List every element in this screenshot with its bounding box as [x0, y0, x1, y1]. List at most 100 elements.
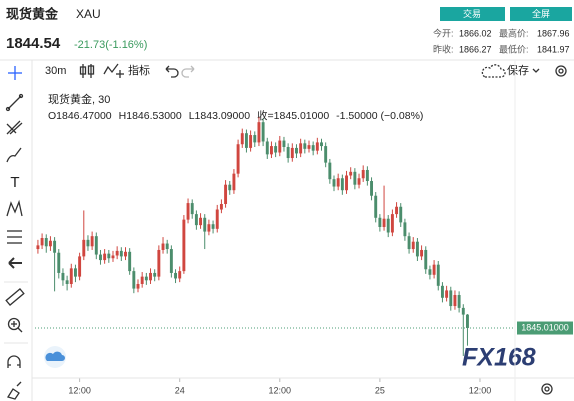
candle-body	[144, 276, 148, 281]
candle-body	[407, 236, 411, 250]
cloud-badge	[44, 346, 66, 368]
candle-body	[257, 122, 261, 143]
trade-button-label[interactable]: 交易	[463, 8, 481, 19]
fullscreen-button[interactable]	[510, 7, 572, 21]
undo-button[interactable]	[165, 65, 179, 78]
candle-body	[115, 250, 119, 256]
candle-body	[295, 147, 298, 154]
settings-button[interactable]	[555, 65, 567, 77]
candle-body	[186, 203, 190, 220]
price-change: -21.73(-1.16%)	[74, 39, 147, 51]
candle-body	[140, 276, 144, 284]
plot-area: 12:00 24 12:00 25 12:00 1845.01000	[35, 117, 573, 395]
candle-body	[215, 209, 219, 229]
candle-body	[82, 239, 86, 257]
candle-body	[253, 135, 257, 143]
candle-body	[73, 268, 77, 277]
candle-body	[48, 240, 52, 247]
prediction-tool[interactable]	[7, 230, 22, 244]
save-menu-arrow[interactable]	[532, 68, 540, 73]
trendline-tool[interactable]	[5, 93, 24, 112]
candle-body	[361, 169, 365, 179]
candle-body	[282, 140, 286, 147]
crosshair-tool[interactable]	[8, 66, 22, 80]
candle-body	[224, 184, 228, 204]
text-tool[interactable]: T	[10, 174, 19, 191]
candle-body	[132, 271, 136, 289]
indicator-icon[interactable]	[103, 63, 124, 78]
candle-body	[157, 249, 161, 277]
candle-body	[386, 218, 390, 233]
chart-type-button[interactable]	[79, 64, 95, 78]
candle-body	[211, 224, 215, 229]
current-price: 1844.54	[6, 35, 61, 52]
save-button[interactable]: 保存	[507, 63, 529, 77]
candle-body	[40, 238, 44, 246]
candle-body	[236, 144, 240, 174]
legend-title: 现货黄金, 30	[48, 92, 110, 106]
instrument-symbol: XAU	[76, 7, 101, 21]
x-tick-label: 25	[375, 385, 385, 395]
candle-body	[178, 271, 182, 279]
candle-body	[199, 217, 203, 226]
candle-body	[94, 236, 98, 255]
candle-body	[65, 280, 69, 284]
last-price-label: 1845.01000	[521, 322, 569, 332]
candle-body	[90, 236, 94, 247]
back-tool[interactable]	[8, 257, 22, 269]
cloud-icon[interactable]	[481, 64, 506, 78]
legend-values: O1846.47000 H1846.53000 L1843.09000 收=1845.…	[48, 109, 423, 122]
candle-body	[61, 272, 65, 281]
fib-tool[interactable]	[6, 120, 23, 135]
x-tick-label: 24	[175, 385, 185, 395]
indicators-button[interactable]: 指标	[128, 63, 150, 77]
logo: FX168	[462, 344, 536, 372]
magnet-tool[interactable]	[7, 355, 21, 368]
candle-body	[365, 169, 369, 182]
candle-body	[395, 206, 399, 215]
stat-label: 今开:	[433, 27, 454, 38]
candle-body	[432, 264, 436, 275]
candle-body	[57, 252, 61, 273]
candle-body	[307, 145, 311, 149]
candle-body	[261, 122, 265, 142]
candle-body	[315, 142, 319, 151]
candle-body	[353, 171, 357, 185]
candle-body	[219, 204, 223, 210]
chart-settings[interactable]	[541, 383, 553, 395]
candle-body	[69, 268, 73, 284]
candle-body	[190, 203, 194, 215]
fullscreen-button-label[interactable]: 全屏	[532, 8, 550, 19]
candle-body	[370, 181, 374, 196]
candle-body	[149, 272, 152, 281]
candle-body	[465, 314, 469, 329]
candle-body	[274, 146, 278, 153]
interval-button[interactable]: 30m	[45, 65, 66, 77]
ruler-tool[interactable]	[5, 288, 25, 306]
candle-body	[174, 272, 177, 279]
lock-tool[interactable]	[6, 381, 22, 400]
candle-body	[303, 143, 307, 149]
candle-body	[165, 243, 169, 250]
candle-body	[269, 146, 273, 155]
zoom-tool[interactable]	[7, 317, 23, 333]
candle-body	[411, 241, 415, 250]
candle-body	[320, 142, 323, 147]
candle-body	[228, 184, 232, 191]
pattern-tool[interactable]	[6, 199, 23, 217]
candle-body	[124, 251, 127, 257]
candle-body	[336, 178, 340, 187]
candle-body	[332, 179, 336, 187]
candle-body	[161, 243, 165, 250]
candle-body	[424, 249, 428, 270]
brush-tool[interactable]	[6, 147, 22, 163]
candle-body	[232, 173, 236, 191]
candle-body	[453, 295, 457, 307]
legend-value: L1843.09000	[189, 110, 250, 122]
candle-body	[107, 253, 111, 259]
candle-body	[324, 146, 328, 163]
redo-button[interactable]	[181, 65, 195, 78]
candle-body	[286, 147, 290, 159]
trade-button[interactable]	[440, 7, 505, 21]
